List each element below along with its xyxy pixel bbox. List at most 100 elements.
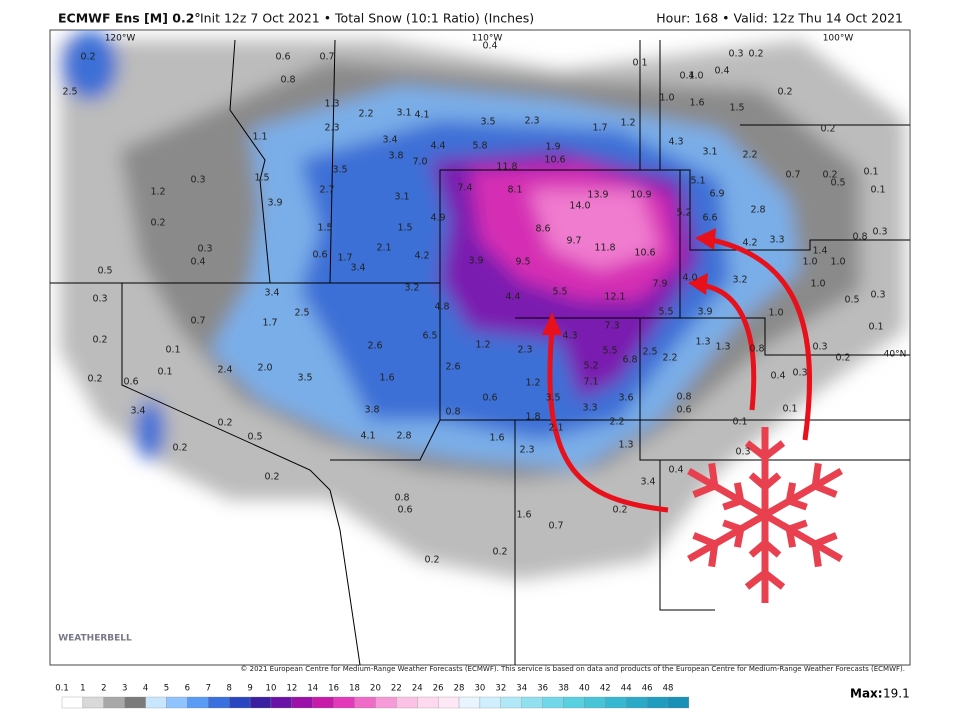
snow-amount-label: 2.3 bbox=[524, 116, 539, 127]
snowflake bbox=[680, 427, 850, 603]
colorbar-swatch bbox=[124, 696, 146, 709]
snow-amount-label: 8.6 bbox=[535, 224, 550, 235]
snow-amount-label: 1.2 bbox=[150, 187, 165, 198]
snow-amount-label: 1.6 bbox=[489, 433, 504, 444]
snow-amount-label: 2.6 bbox=[445, 362, 460, 373]
snow-amount-label: 0.7 bbox=[785, 170, 800, 181]
snow-amount-label: 1.5 bbox=[397, 223, 412, 234]
snow-amount-label: 5.5 bbox=[658, 307, 673, 318]
snow-amount-label: 1.7 bbox=[592, 123, 607, 134]
colorbar-label: 9 bbox=[247, 684, 252, 694]
snow-amount-label: 0.2 bbox=[822, 170, 837, 181]
snow-amount-label: 7.1 bbox=[583, 377, 598, 388]
snow-amount-label: 2.5 bbox=[62, 87, 77, 98]
colorbar-label: 20 bbox=[370, 684, 381, 694]
snow-amount-label: 5.8 bbox=[472, 141, 487, 152]
colorbar-swatch bbox=[437, 696, 460, 709]
colorbar-label: 24 bbox=[412, 684, 423, 694]
snow-amount-label: 1.0 bbox=[688, 71, 703, 82]
snow-amount-label: 7.4 bbox=[457, 183, 472, 194]
snow-amount-label: 0.7 bbox=[548, 521, 563, 532]
snow-amount-label: 0.5 bbox=[247, 432, 262, 443]
snow-amount-label: 2.8 bbox=[750, 205, 765, 216]
snow-amount-label: 0.3 bbox=[812, 342, 827, 353]
snow-amount-label: 0.3 bbox=[197, 244, 212, 255]
snow-amount-label: 0.2 bbox=[424, 555, 439, 566]
colorbar-label: 5 bbox=[164, 684, 169, 694]
snow-amount-label: 0.5 bbox=[844, 295, 859, 306]
snow-amount-label: 0.6 bbox=[312, 250, 327, 261]
snow-amount-label: 13.9 bbox=[587, 190, 608, 201]
snow-amount-label: 0.3 bbox=[792, 368, 807, 379]
colorbar-label: 16 bbox=[328, 684, 339, 694]
colorbar-swatch bbox=[605, 696, 627, 709]
snow-amount-label: 2.6 bbox=[367, 341, 382, 352]
snow-amount-label: 0.2 bbox=[835, 353, 850, 364]
colorbar-swatch bbox=[563, 696, 585, 709]
run-details: Init 12z 7 Oct 2021 • Total Snow (10:1 R… bbox=[200, 11, 534, 26]
colorbar-label: 36 bbox=[537, 684, 548, 694]
colorbar-swatch bbox=[82, 696, 104, 709]
snow-amount-label: 5.5 bbox=[552, 287, 567, 298]
colorbar-swatch bbox=[145, 696, 167, 709]
colorbar-swatch bbox=[521, 696, 543, 709]
snow-amount-label: 0.8 bbox=[749, 344, 764, 355]
colorbar-label: 34 bbox=[516, 684, 527, 694]
max-label: Max: bbox=[850, 687, 883, 701]
copyright: © 2021 European Centre for Medium-Range … bbox=[240, 665, 905, 673]
snow-amount-label: 2.1 bbox=[376, 243, 391, 254]
snow-amount-label: 4.3 bbox=[562, 331, 577, 342]
snow-amount-label: 12.1 bbox=[604, 292, 625, 303]
snow-amount-label: 0.3 bbox=[872, 227, 887, 238]
colorbar-swatch bbox=[166, 696, 188, 709]
snow-amount-label: 2.3 bbox=[324, 123, 339, 134]
snow-amount-label: 3.3 bbox=[582, 403, 597, 414]
snow-amount-label: 1.7 bbox=[337, 253, 352, 264]
snow-amount-label: 1.0 bbox=[659, 93, 674, 104]
snow-amount-label: 0.8 bbox=[394, 493, 409, 504]
snow-amount-label: 3.4 bbox=[264, 288, 279, 299]
snow-amount-label: 0.2 bbox=[80, 52, 95, 63]
snow-amount-label: 3.1 bbox=[396, 108, 411, 119]
colorbar-label: 14 bbox=[307, 684, 318, 694]
colorbar-swatch bbox=[458, 696, 481, 709]
snow-amount-label: 3.5 bbox=[480, 117, 495, 128]
snow-amount-label: 2.2 bbox=[742, 150, 757, 161]
snow-amount-label: 3.5 bbox=[297, 373, 312, 384]
snow-amount-label: 0.2 bbox=[217, 418, 232, 429]
snow-amount-label: 3.9 bbox=[697, 307, 712, 318]
colorbar-swatch bbox=[584, 696, 606, 709]
snow-amount-label: 1.6 bbox=[516, 510, 531, 521]
snow-amount-label: 7.0 bbox=[412, 157, 427, 168]
colorbar-swatch bbox=[249, 696, 272, 709]
snow-amount-label: 0.6 bbox=[676, 405, 691, 416]
colorbar-swatch bbox=[333, 696, 355, 709]
snow-amount-label: 0.2 bbox=[87, 374, 102, 385]
snow-amount-label: 5.2 bbox=[583, 361, 598, 372]
snow-amount-label: 2.2 bbox=[609, 417, 624, 428]
snow-amount-label: 3.9 bbox=[468, 256, 483, 267]
model-title: ECMWF Ens [M] 0.2° bbox=[58, 11, 201, 26]
colorbar-label: 38 bbox=[558, 684, 569, 694]
colorbar-swatch bbox=[667, 696, 690, 709]
snow-amount-label: 0.1 bbox=[782, 404, 797, 415]
snow-amount-label: 1.6 bbox=[689, 98, 704, 109]
colorbar-swatch bbox=[479, 696, 501, 709]
snow-amount-label: 1.9 bbox=[545, 142, 560, 153]
snow-amount-label: 4.0 bbox=[682, 273, 697, 284]
colorbar-swatch bbox=[626, 696, 648, 709]
snow-amount-label: 1.3 bbox=[618, 440, 633, 451]
snow-amount-label: 0.1 bbox=[868, 322, 883, 333]
snow-amount-label: 1.0 bbox=[768, 308, 783, 319]
snow-amount-label: 0.8 bbox=[852, 232, 867, 243]
colorbar-label: 44 bbox=[621, 684, 632, 694]
snow-amount-label: 0.5 bbox=[97, 266, 112, 277]
colorbar-label: 42 bbox=[600, 684, 611, 694]
snow-amount-label: 2.3 bbox=[517, 345, 532, 356]
colorbar-label: 26 bbox=[433, 684, 444, 694]
snow-amount-label: 1.2 bbox=[620, 118, 635, 129]
snow-amount-label: 1.3 bbox=[695, 337, 710, 348]
snow-amount-label: 3.4 bbox=[640, 477, 655, 488]
colorbar-label: 12 bbox=[286, 684, 297, 694]
